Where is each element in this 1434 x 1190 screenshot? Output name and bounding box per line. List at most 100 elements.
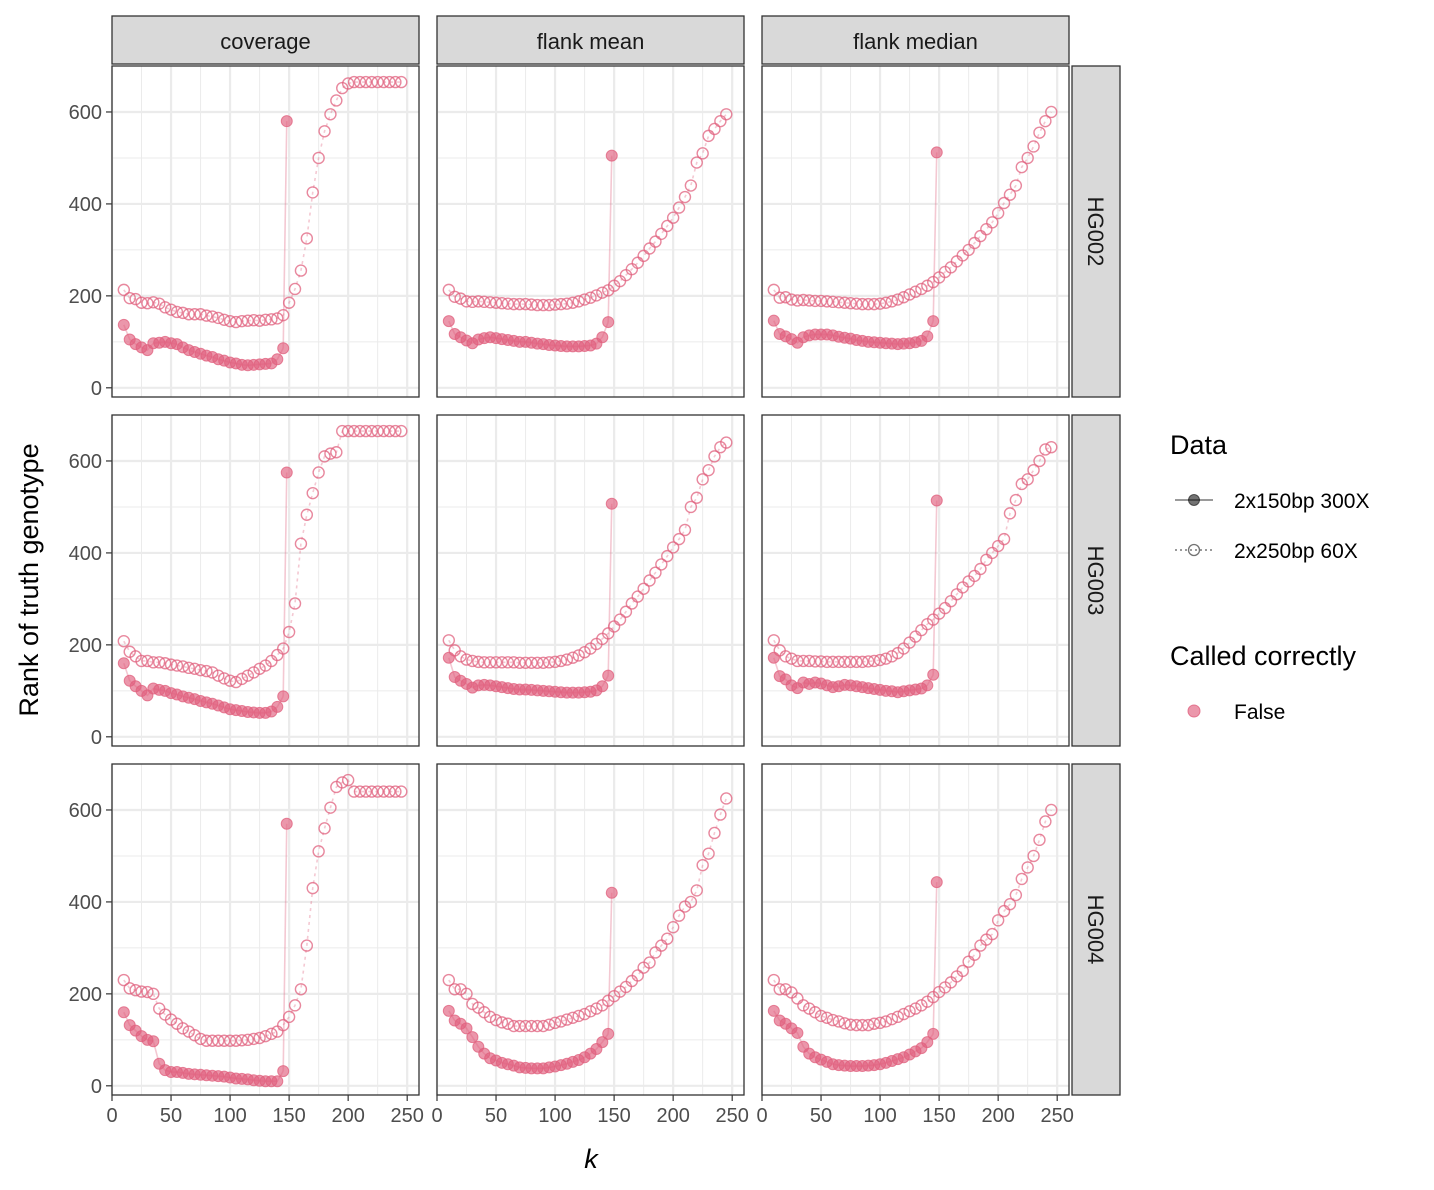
data-point-2x250bp xyxy=(135,985,148,998)
data-point-2x250bp xyxy=(1021,151,1034,165)
data-point-2x250bp xyxy=(353,75,367,89)
data-point-2x150bp xyxy=(442,1004,455,1017)
data-point-2x250bp xyxy=(1045,803,1058,817)
data-point-2x250bp xyxy=(702,463,715,477)
legend-label-2x250: 2x250bp 60X xyxy=(1234,540,1358,563)
data-point-2x250bp xyxy=(206,1034,219,1047)
data-point-2x150bp xyxy=(117,1006,130,1019)
data-point-2x250bp xyxy=(684,500,698,514)
data-point-2x250bp xyxy=(176,306,190,320)
data-point-2x250bp xyxy=(359,75,373,89)
data-point-2x250bp xyxy=(649,566,662,579)
data-point-2x250bp xyxy=(885,295,899,308)
data-point-2x250bp xyxy=(596,286,609,299)
data-point-2x250bp xyxy=(188,308,201,321)
data-point-2x250bp xyxy=(850,1018,863,1032)
data-point-2x250bp xyxy=(383,785,396,798)
data-point-2x150bp xyxy=(596,680,609,693)
x-tick-label: 150 xyxy=(922,1105,955,1127)
data-point-2x250bp xyxy=(359,785,373,798)
data-point-2x250bp xyxy=(442,634,456,647)
data-point-2x250bp xyxy=(560,1013,574,1026)
panel-border xyxy=(761,414,1070,747)
data-point-2x250bp xyxy=(844,1018,857,1031)
data-point-2x250bp xyxy=(194,308,207,321)
panel-flank-median-hg003 xyxy=(760,414,1070,747)
data-point-2x250bp xyxy=(306,186,319,199)
data-point-2x250bp xyxy=(147,987,160,1001)
x-tick-label: 50 xyxy=(160,1105,182,1127)
data-point-2x250bp xyxy=(300,508,314,521)
data-point-2x250bp xyxy=(306,486,319,500)
strip-flank-mean xyxy=(436,15,745,65)
strip-hg003 xyxy=(1071,414,1121,747)
legend-label-false: False xyxy=(1234,701,1285,724)
data-point-2x250bp xyxy=(525,298,538,311)
data-point-2x250bp xyxy=(377,75,390,89)
data-point-2x150bp xyxy=(280,817,293,830)
data-point-2x250bp xyxy=(347,785,361,798)
data-point-2x250bp xyxy=(542,298,556,312)
data-point-2x250bp xyxy=(791,294,804,307)
data-point-2x250bp xyxy=(909,285,922,298)
panel-flank-mean-hg003 xyxy=(435,414,745,747)
data-point-2x250bp xyxy=(897,291,910,304)
data-point-2x250bp xyxy=(1039,114,1052,128)
series-line-2x250bp xyxy=(123,81,402,323)
data-point-2x250bp xyxy=(661,219,674,233)
data-point-2x250bp xyxy=(483,1010,497,1024)
data-point-2x250bp xyxy=(1015,160,1028,174)
data-point-2x250bp xyxy=(147,656,160,669)
strip-hg002 xyxy=(1071,65,1121,398)
data-point-2x250bp xyxy=(194,663,207,677)
panel-flank-median-hg002 xyxy=(760,65,1070,398)
data-point-2x250bp xyxy=(1009,888,1023,902)
data-point-2x250bp xyxy=(696,858,709,872)
x-tick-label: 50 xyxy=(810,1105,832,1127)
data-point-2x250bp xyxy=(282,1010,296,1024)
data-point-2x150bp xyxy=(442,651,455,664)
data-point-2x250bp xyxy=(271,312,284,325)
data-point-2x250bp xyxy=(389,75,402,89)
data-point-2x150bp xyxy=(927,315,940,328)
y-tick-label: 400 xyxy=(69,892,102,914)
x-tick-label: 100 xyxy=(538,1105,571,1127)
series-line-spike xyxy=(932,500,938,675)
data-point-2x250bp xyxy=(690,156,703,169)
data-point-2x250bp xyxy=(495,1016,509,1029)
data-point-2x150bp xyxy=(596,1036,609,1049)
data-point-2x250bp xyxy=(903,288,916,301)
data-point-2x250bp xyxy=(826,655,840,669)
data-point-2x250bp xyxy=(909,1002,922,1015)
data-point-2x250bp xyxy=(519,656,532,669)
data-point-2x250bp xyxy=(347,75,361,89)
data-point-2x250bp xyxy=(867,654,881,668)
panel-background xyxy=(112,415,419,746)
data-point-2x250bp xyxy=(341,773,355,787)
data-point-2x250bp xyxy=(566,651,579,664)
data-point-2x250bp xyxy=(448,983,461,996)
data-point-2x250bp xyxy=(696,473,709,486)
data-point-2x250bp xyxy=(347,424,361,438)
data-point-2x250bp xyxy=(779,291,792,304)
data-point-2x250bp xyxy=(294,264,308,277)
data-point-2x250bp xyxy=(223,314,237,328)
data-point-2x250bp xyxy=(123,291,136,305)
data-point-2x250bp xyxy=(176,1022,190,1035)
data-point-2x250bp xyxy=(690,491,703,504)
data-point-2x250bp xyxy=(891,1010,904,1024)
data-point-2x250bp xyxy=(690,884,703,897)
data-point-2x250bp xyxy=(170,305,184,319)
data-point-2x250bp xyxy=(336,424,349,438)
data-point-2x150bp xyxy=(602,316,615,329)
data-point-2x250bp xyxy=(253,314,266,327)
data-point-2x250bp xyxy=(188,662,201,675)
data-point-2x250bp xyxy=(277,1018,290,1032)
data-point-2x250bp xyxy=(826,295,840,309)
y-axis-title: Rank of truth genotype xyxy=(14,443,44,716)
data-point-2x250bp xyxy=(141,297,154,310)
data-point-2x250bp xyxy=(200,309,213,322)
data-point-2x250bp xyxy=(353,785,367,798)
data-point-2x150bp xyxy=(466,1031,479,1044)
data-point-2x250bp xyxy=(661,932,674,945)
